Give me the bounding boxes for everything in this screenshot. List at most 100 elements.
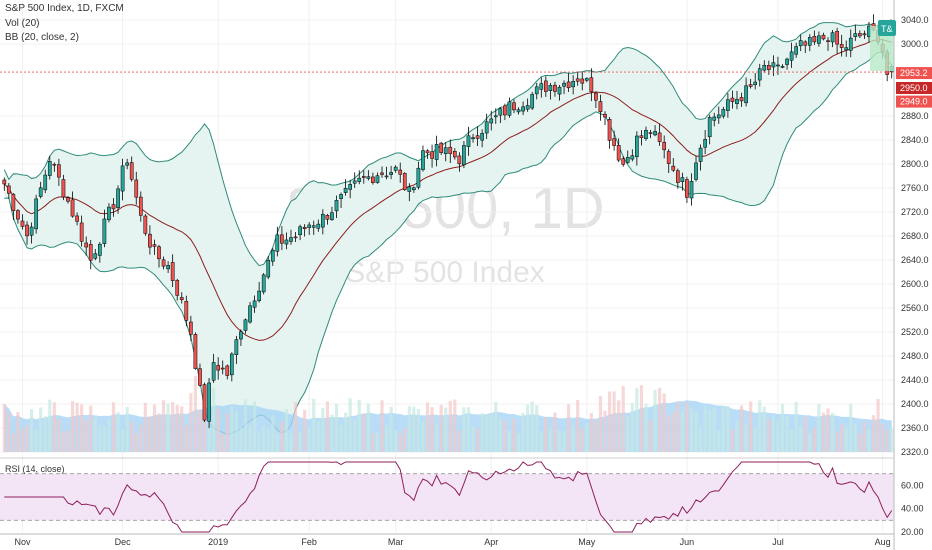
volume-bar xyxy=(812,427,816,452)
volume-bar xyxy=(116,412,120,452)
volume-bar xyxy=(371,432,375,452)
time-tick-label: Jul xyxy=(772,537,784,547)
volume-bar xyxy=(526,404,530,452)
volume-bar xyxy=(703,406,707,452)
candle-body xyxy=(503,105,507,116)
volume-bar xyxy=(16,412,20,452)
price-axis[interactable]: 3040.0 3000.0 2880.0 2840.0 2800.0 2760.0 2720… xyxy=(893,0,929,550)
volume-bar xyxy=(444,407,448,452)
volume-bar xyxy=(225,413,229,452)
candle-body xyxy=(184,301,189,321)
candle-body xyxy=(575,78,580,82)
candle-body xyxy=(120,165,125,192)
candle-body xyxy=(844,47,849,51)
volume-bar xyxy=(571,425,575,452)
volume-bar xyxy=(867,428,871,452)
volume-bar xyxy=(612,391,616,452)
price-tag xyxy=(896,95,932,108)
volume-bar xyxy=(671,411,675,452)
candle-body xyxy=(189,321,193,335)
time-axis[interactable]: Nov Dec 2019 Feb Mar Apr May Jun Jul Aug xyxy=(0,533,894,547)
volume-bar xyxy=(617,400,621,452)
volume-bar xyxy=(521,413,525,452)
candle-body xyxy=(566,81,571,89)
volume-bar xyxy=(662,393,666,452)
candle-body xyxy=(289,237,293,242)
volume-bar xyxy=(416,408,421,452)
candle-body xyxy=(457,155,462,165)
bb-upper-line xyxy=(3,19,892,267)
candle-body xyxy=(757,68,762,81)
volume-bar xyxy=(858,433,862,452)
candle-body xyxy=(307,224,312,228)
volume-bar xyxy=(603,410,607,452)
candle-body xyxy=(311,225,316,228)
candle-body xyxy=(220,367,225,370)
volume-bar xyxy=(280,421,284,452)
volume-bar xyxy=(667,415,671,452)
candle-body xyxy=(471,137,475,140)
candle-body xyxy=(544,80,548,92)
candle-body xyxy=(625,157,630,163)
volume-bar xyxy=(485,414,489,452)
volume-bar xyxy=(503,420,507,452)
candle-body xyxy=(480,133,484,141)
candle-body xyxy=(75,215,79,222)
candle-body xyxy=(357,177,362,182)
volume-bar xyxy=(821,412,826,452)
candle-body xyxy=(107,206,111,221)
candle-body xyxy=(2,179,7,185)
candle-body xyxy=(284,239,289,245)
time-tick-label: 2019 xyxy=(208,537,228,547)
candle-body xyxy=(525,105,530,110)
candle-body xyxy=(698,147,703,162)
time-tick-label: Aug xyxy=(875,537,891,547)
candle-body xyxy=(853,33,858,38)
candle-body xyxy=(817,35,821,44)
volume-bar xyxy=(212,387,216,452)
price-tag-label: 2950.0 xyxy=(900,83,928,93)
candle-body xyxy=(98,243,102,256)
candle-body xyxy=(712,116,717,121)
candle-body xyxy=(16,210,20,220)
candle-body xyxy=(380,172,384,175)
candle-body xyxy=(826,40,830,42)
candle-body xyxy=(653,131,657,136)
volume-bar xyxy=(39,407,43,452)
candle-body xyxy=(839,44,844,48)
volume-bar xyxy=(275,433,279,452)
volume-bar xyxy=(221,433,225,452)
volume-bar xyxy=(457,430,461,452)
volume-bar xyxy=(143,402,147,452)
volume-bar xyxy=(435,424,439,452)
rsi-tick-label: 60.00 xyxy=(901,480,924,490)
volume-bar xyxy=(248,425,252,452)
volume-bar xyxy=(98,425,102,452)
candle-body xyxy=(20,220,25,227)
volume-bar xyxy=(744,424,748,452)
volume-bar xyxy=(412,406,416,452)
candle-body xyxy=(366,176,371,179)
volume-bar xyxy=(853,423,857,452)
candle-body xyxy=(657,132,662,142)
volume-bar xyxy=(548,428,552,452)
volume-bar xyxy=(184,425,188,452)
candle-body xyxy=(516,109,521,113)
volume-bar xyxy=(171,401,175,452)
candle-body xyxy=(293,236,298,239)
volume-bar xyxy=(803,416,807,452)
volume-bar xyxy=(721,406,725,452)
candle-body xyxy=(762,64,767,71)
candle-body xyxy=(721,109,726,117)
candle-body xyxy=(630,155,635,160)
candle-body xyxy=(794,46,798,55)
volume-bar xyxy=(512,418,516,452)
volume-bar xyxy=(466,407,471,452)
volume-bar xyxy=(594,420,598,452)
volume-bar xyxy=(284,408,289,452)
candle-body xyxy=(744,85,748,104)
candle-body xyxy=(252,300,257,308)
candle-body xyxy=(580,78,585,84)
candle-body xyxy=(530,94,535,109)
